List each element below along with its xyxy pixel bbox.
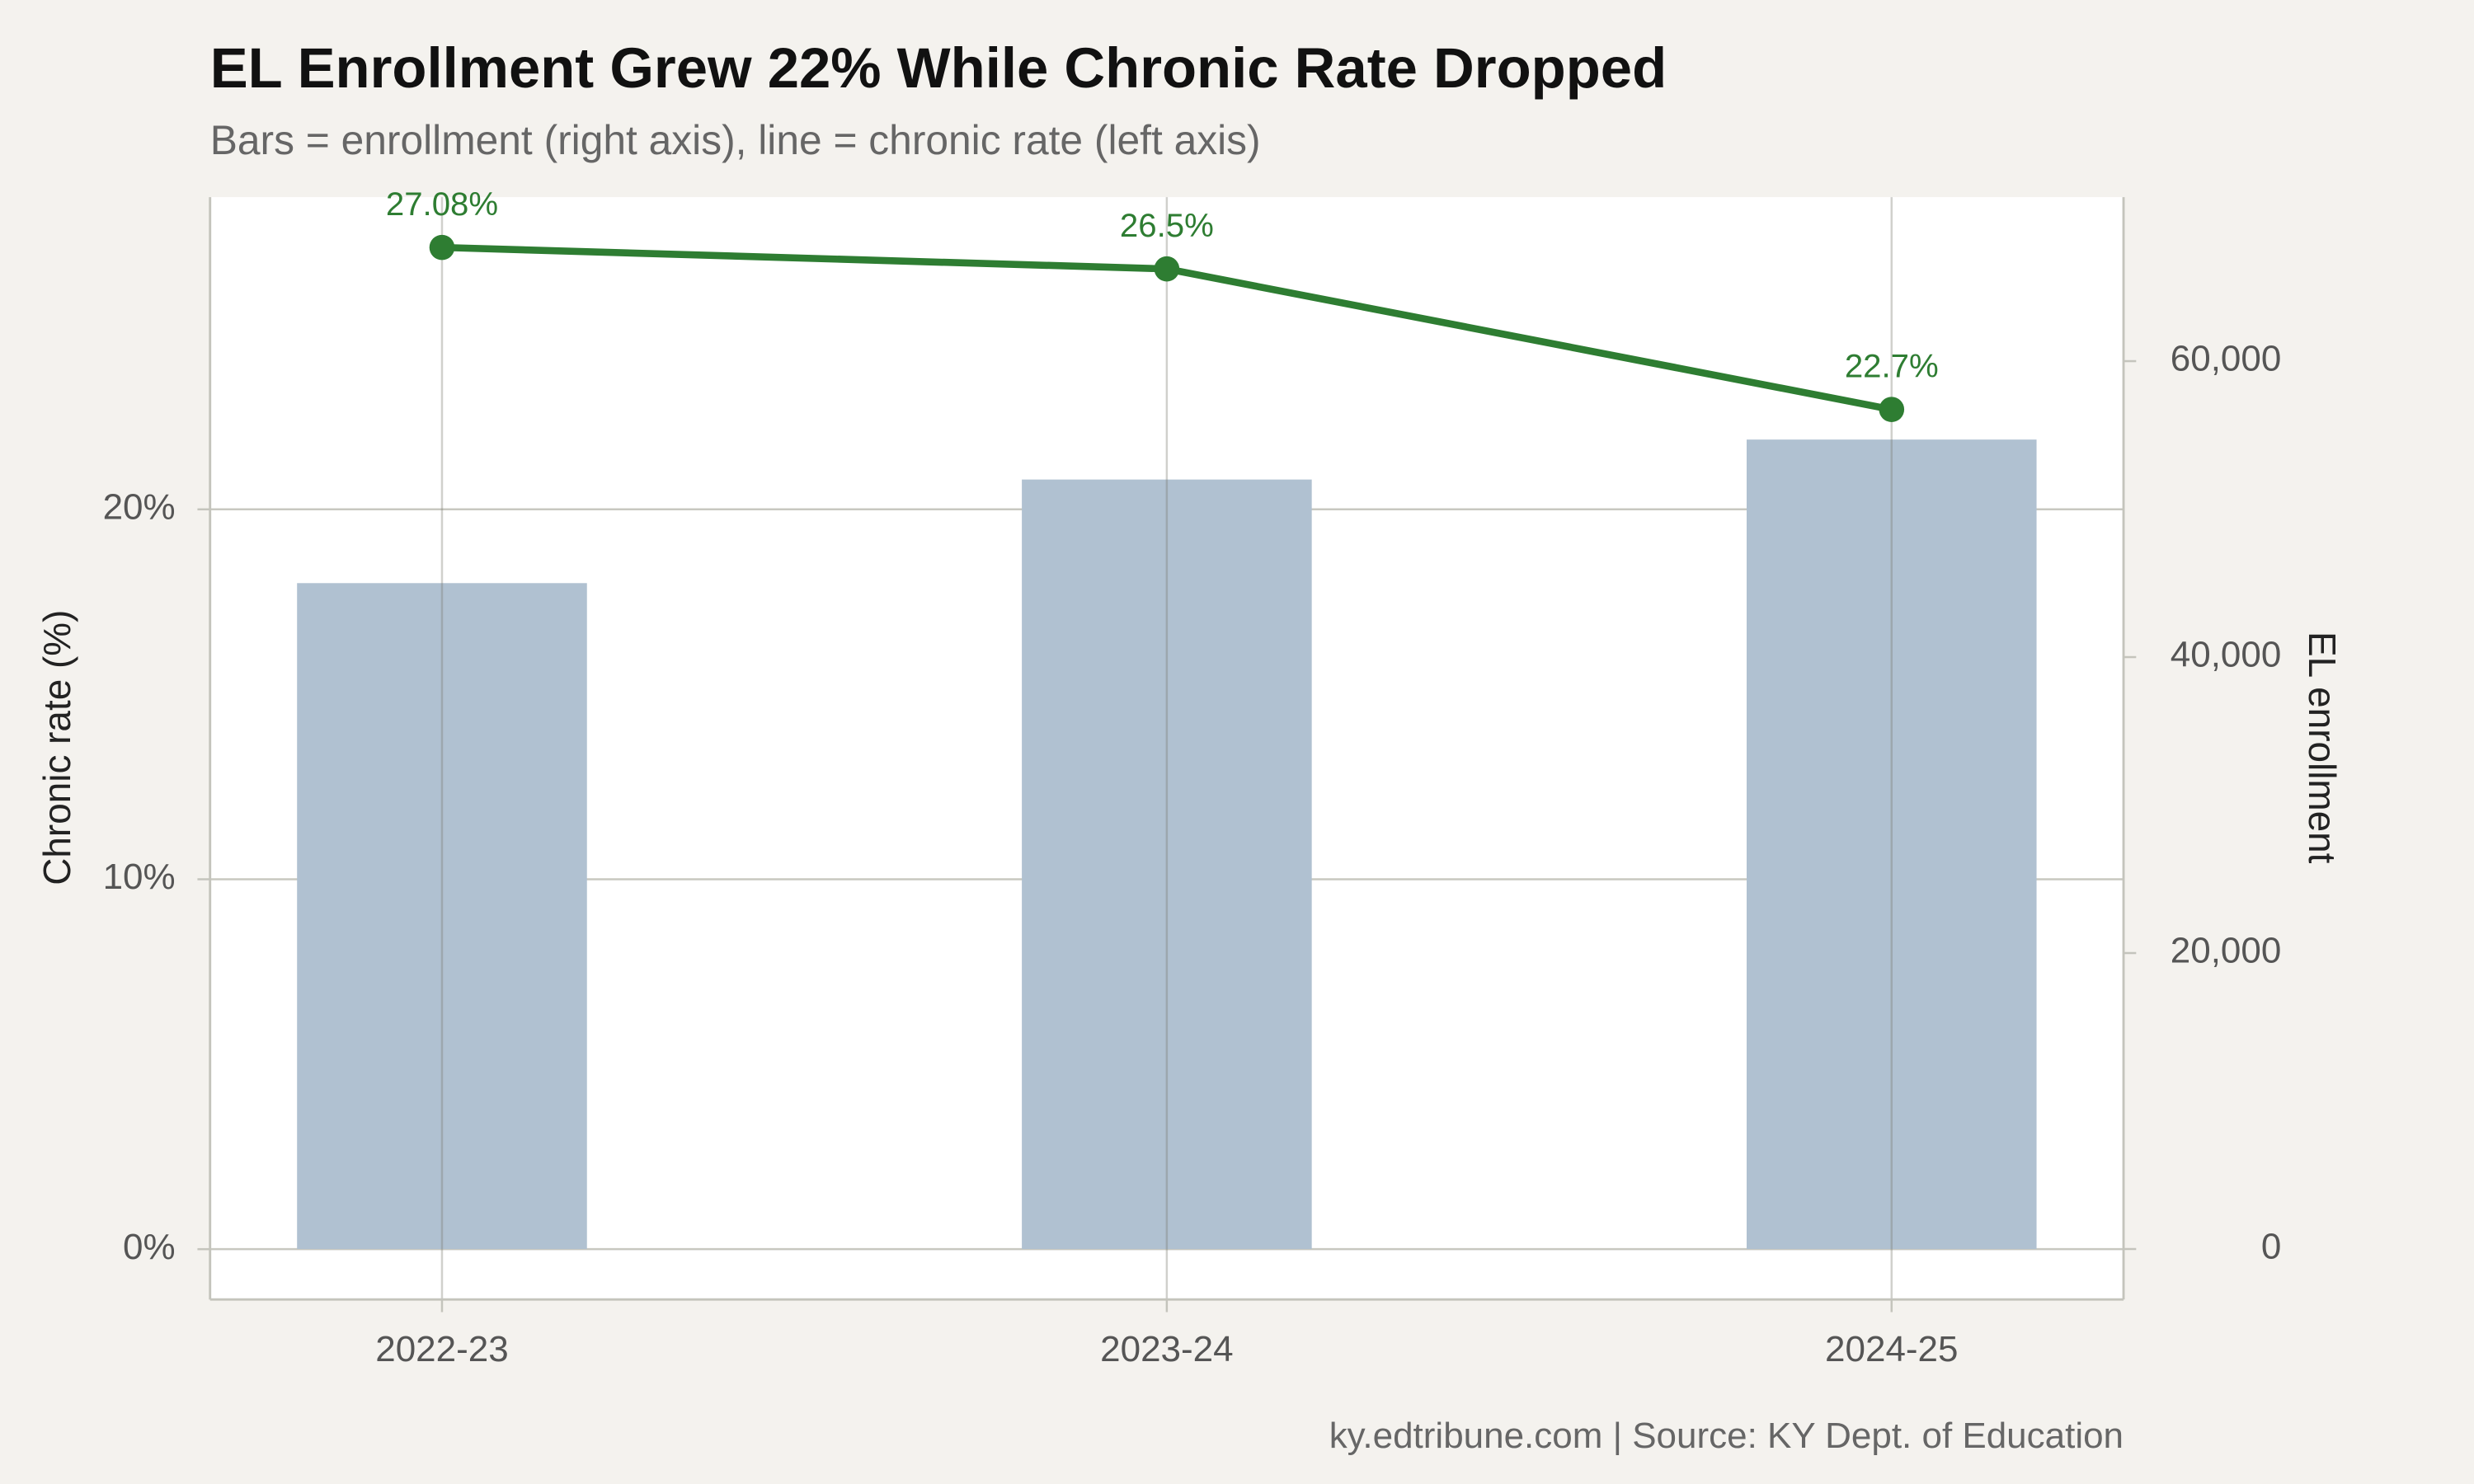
bar — [297, 583, 587, 1249]
y2-tick-label: 60,000 — [2171, 339, 2282, 379]
chart-title: EL Enrollment Grew 22% While Chronic Rat… — [210, 36, 1667, 100]
data-label: 22.7% — [1845, 348, 1939, 385]
caption: ky.edtribune.com | Source: KY Dept. of E… — [1329, 1416, 2124, 1456]
chart-subtitle: Bars = enrollment (right axis), line = c… — [210, 117, 1261, 163]
marks: 27.08% 26.5% 22.7% — [297, 186, 2037, 1300]
point — [1154, 256, 1180, 282]
axes: 0% 10% 20% 0 20,000 40,000 60,000 2022-23 2023-2… — [103, 197, 2282, 1369]
x-tick-label: 2023-24 — [1100, 1329, 1233, 1369]
bar — [1746, 439, 2037, 1249]
bar — [1022, 479, 1312, 1249]
y-axis-label: Chronic rate (%) — [35, 610, 78, 885]
data-label: 27.08% — [386, 186, 498, 223]
data-label: 26.5% — [1120, 207, 1214, 244]
y2-tick-label: 40,000 — [2171, 635, 2282, 675]
x-tick-label: 2022-23 — [375, 1329, 508, 1369]
y-tick-label: 20% — [103, 486, 176, 527]
y-tick-label: 10% — [103, 857, 176, 897]
y2-tick-label: 0 — [2261, 1227, 2281, 1267]
point — [429, 234, 455, 261]
y2-tick-label: 20,000 — [2171, 931, 2282, 971]
y-tick-label: 0% — [123, 1227, 176, 1267]
y2-axis-label: EL enrollment — [2301, 632, 2344, 864]
x-tick-label: 2024-25 — [1825, 1329, 1958, 1369]
point — [1879, 397, 1905, 422]
